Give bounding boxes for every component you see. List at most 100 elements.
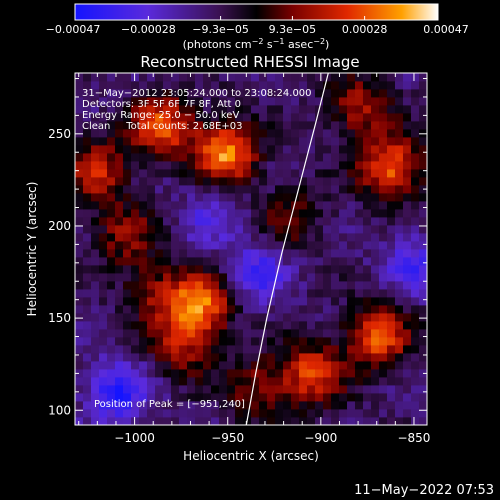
heatmap-cell xyxy=(323,161,332,170)
heatmap-cell xyxy=(107,145,116,154)
heatmap-cell xyxy=(147,153,156,162)
heatmap-cell xyxy=(419,233,427,242)
heatmap-cell xyxy=(283,137,292,146)
heatmap-cell xyxy=(331,353,340,362)
heatmap-cell xyxy=(163,145,172,154)
heatmap-cell xyxy=(147,113,156,122)
heatmap-cell xyxy=(387,193,396,202)
heatmap-cell xyxy=(123,137,132,146)
heatmap-cell xyxy=(283,297,292,306)
heatmap-cell xyxy=(91,185,100,194)
heatmap-cell xyxy=(155,121,164,130)
heatmap-cell xyxy=(291,265,300,274)
heatmap-cell xyxy=(283,121,292,130)
heatmap-cell xyxy=(267,193,276,202)
heatmap-cell xyxy=(147,249,156,258)
colorbar-ticks: −0.00047 −0.00028 −9.3e−05 9.3e−05 0.00028 0.… xyxy=(46,16,469,36)
heatmap-cell xyxy=(419,137,427,146)
heatmap-cell xyxy=(75,249,84,258)
heatmap-cell xyxy=(387,361,396,370)
heatmap-cell xyxy=(163,289,172,298)
heatmap-cell xyxy=(131,137,140,146)
heatmap-cell xyxy=(227,337,236,346)
heatmap-cell xyxy=(363,233,372,242)
heatmap-cell xyxy=(395,401,404,410)
heatmap-cell xyxy=(283,177,292,186)
heatmap-cell xyxy=(187,137,196,146)
heatmap-cell xyxy=(195,345,204,354)
heatmap-cell xyxy=(315,345,324,354)
heatmap-cell xyxy=(163,281,172,290)
heatmap-cell xyxy=(179,369,188,378)
heatmap-cell xyxy=(339,129,348,138)
heatmap-cell xyxy=(179,129,188,138)
heatmap-cell xyxy=(235,201,244,210)
heatmap-cell xyxy=(99,121,108,130)
heatmap-cell xyxy=(179,161,188,170)
heatmap-cell xyxy=(163,385,172,394)
heatmap-cell xyxy=(419,353,427,362)
heatmap-cell xyxy=(115,377,124,386)
heatmap-cell xyxy=(291,193,300,202)
heatmap-cell xyxy=(219,73,228,82)
heatmap-cell xyxy=(227,73,236,82)
heatmap-cell xyxy=(419,217,427,226)
heatmap-cell xyxy=(123,409,132,418)
heatmap-cell xyxy=(291,401,300,410)
heatmap-cell xyxy=(275,345,284,354)
heatmap-cell xyxy=(251,193,260,202)
heatmap-cell xyxy=(291,129,300,138)
heatmap-image xyxy=(75,73,427,425)
heatmap-cell xyxy=(131,257,140,266)
heatmap-cell xyxy=(235,113,244,122)
heatmap-cell xyxy=(419,393,427,402)
heatmap-cell xyxy=(83,257,92,266)
heatmap-cell xyxy=(243,81,252,90)
heatmap-cell xyxy=(195,353,204,362)
heatmap-cell xyxy=(283,105,292,114)
heatmap-cell xyxy=(187,153,196,162)
heatmap-cell xyxy=(163,137,172,146)
heatmap-cell xyxy=(411,409,420,418)
heatmap-cell xyxy=(411,337,420,346)
heatmap-cell xyxy=(331,385,340,394)
heatmap-cell xyxy=(195,89,204,98)
heatmap-cell xyxy=(315,89,324,98)
heatmap-cell xyxy=(403,249,412,258)
heatmap-cell xyxy=(91,81,100,90)
heatmap-cell xyxy=(411,177,420,186)
heatmap-cell xyxy=(235,161,244,170)
heatmap-cell xyxy=(147,313,156,322)
heatmap-cell xyxy=(203,313,212,322)
heatmap-cell xyxy=(99,273,108,282)
heatmap-cell xyxy=(259,401,268,410)
colorbar-tick-label: −9.3e−05 xyxy=(192,23,249,36)
heatmap-cell xyxy=(211,225,220,234)
heatmap-cell xyxy=(147,353,156,362)
heatmap-cell xyxy=(371,297,380,306)
heatmap-cell xyxy=(131,233,140,242)
heatmap-cell xyxy=(331,281,340,290)
heatmap-cell xyxy=(395,417,404,425)
heatmap-cell xyxy=(115,185,124,194)
heatmap-cell xyxy=(171,369,180,378)
heatmap-cell xyxy=(363,249,372,258)
heatmap-cell xyxy=(323,169,332,178)
heatmap-cell xyxy=(251,121,260,130)
heatmap-cell xyxy=(107,113,116,122)
heatmap-cell xyxy=(259,113,268,122)
heatmap-cell xyxy=(299,297,308,306)
heatmap-cell xyxy=(363,377,372,386)
heatmap-cell xyxy=(147,393,156,402)
heatmap-cell xyxy=(147,417,156,425)
heatmap-cell xyxy=(411,281,420,290)
heatmap-cell xyxy=(339,225,348,234)
heatmap-cell xyxy=(315,121,324,130)
heatmap-cell xyxy=(291,177,300,186)
heatmap-cell xyxy=(299,385,308,394)
heatmap-cell xyxy=(115,345,124,354)
heatmap-cell xyxy=(83,185,92,194)
heatmap-cell xyxy=(83,89,92,98)
heatmap-cell xyxy=(75,305,84,314)
heatmap-cell xyxy=(211,233,220,242)
